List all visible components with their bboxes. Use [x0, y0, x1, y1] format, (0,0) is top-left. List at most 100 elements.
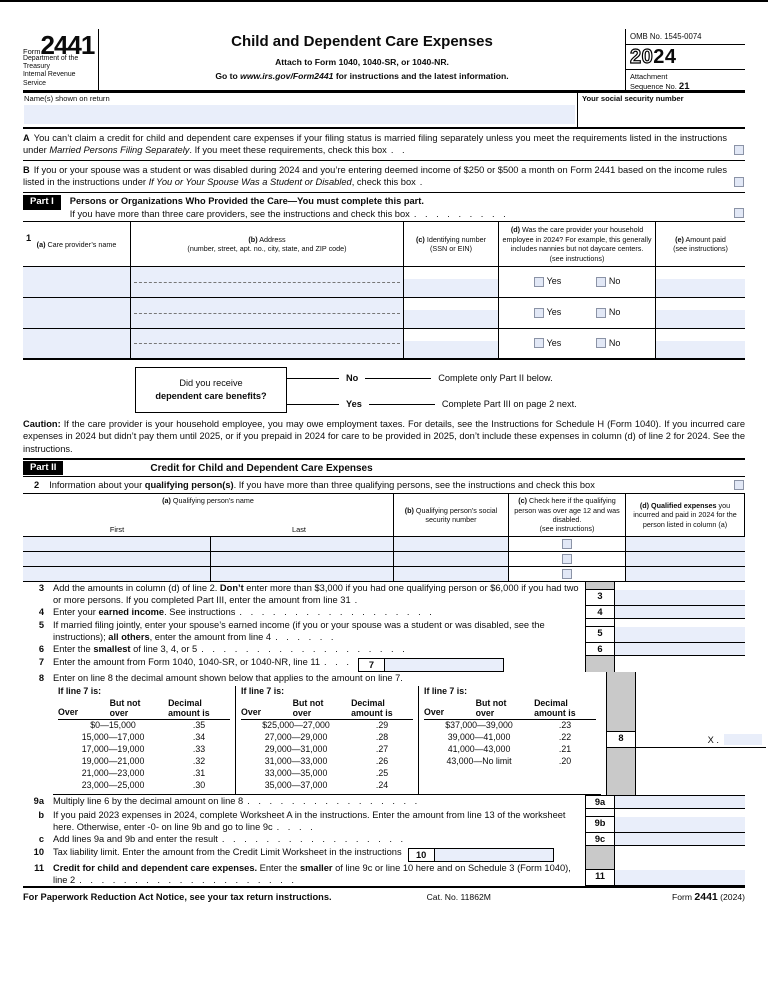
agency-name: Department of the Treasury Internal Reve… — [23, 54, 79, 87]
person-1-ssn-field[interactable] — [394, 536, 509, 552]
identity-row: Name(s) shown on return Your social secu… — [23, 93, 745, 129]
shaded-cell — [586, 846, 615, 863]
provider-2-name-field[interactable] — [23, 297, 131, 329]
person-2-ssn-field[interactable] — [394, 551, 509, 567]
person-2-last-name-field[interactable] — [211, 551, 394, 567]
person-1-first-name-field[interactable] — [23, 536, 211, 552]
line-7-amount-field[interactable] — [384, 659, 503, 672]
name-field[interactable] — [24, 104, 575, 124]
line-7: 7 Enter the amount from Form 1040, 1040-… — [23, 656, 745, 673]
provider-1-amount-field[interactable] — [656, 278, 745, 297]
line-10-amount-field[interactable] — [434, 849, 553, 862]
connector-line — [365, 378, 432, 380]
form-title-block: Child and Dependent Care Expenses Attach… — [99, 29, 625, 90]
person-1-last-name-field[interactable] — [211, 536, 394, 552]
line-8-decimal-field[interactable] — [724, 734, 762, 746]
line-6-amount-field[interactable] — [615, 643, 745, 657]
provider-1-address-field[interactable] — [131, 266, 404, 298]
provider-2-amount-field[interactable] — [656, 309, 745, 328]
part1-header: Part I Persons or Organizations Who Prov… — [23, 193, 745, 221]
provider-3-address-field[interactable] — [131, 328, 404, 360]
shaded-cell — [586, 656, 615, 673]
person-3-disabled-cell — [509, 566, 626, 582]
notice-a: A You can’t claim a credit for child and … — [23, 129, 745, 162]
paperwork-notice: For Paperwork Reduction Act Notice, see … — [23, 892, 332, 903]
provider-3-amount-field[interactable] — [656, 340, 745, 358]
col-qualifying-name: (a) Qualifying person’s name First Last — [23, 494, 394, 537]
goto-instruction: Go to www.irs.gov/Form2441 for instructi… — [215, 70, 509, 81]
provider-2-no-checkbox[interactable] — [595, 307, 606, 318]
line-4-box-label: 4 — [586, 606, 615, 620]
person-1-disabled-cell — [509, 536, 626, 552]
person-3-last-name-field[interactable] — [211, 566, 394, 582]
person-3-expenses-field[interactable] — [626, 566, 745, 582]
provider-1-yes-checkbox[interactable] — [533, 276, 544, 287]
provider-2-id-field[interactable] — [404, 309, 498, 328]
line-3-amount-field[interactable] — [615, 590, 745, 606]
line-4-amount-field[interactable] — [615, 606, 745, 620]
part1-heading: Persons or Organizations Who Provided th… — [69, 196, 424, 207]
shaded-cell — [607, 748, 636, 795]
form-id-block: Form 2441 Department of the Treasury Int… — [23, 29, 99, 90]
line-11-box-label: 11 — [586, 870, 615, 887]
line-8-decimal-cell: X . — [636, 732, 766, 749]
notice-b-checkbox[interactable] — [734, 177, 744, 188]
provider-3-yes-checkbox[interactable] — [533, 338, 544, 349]
provider-3-name-field[interactable] — [23, 328, 131, 360]
provider-3-id-cell — [404, 328, 499, 360]
page-footer: For Paperwork Reduction Act Notice, see … — [23, 886, 745, 905]
irs-url: www.irs.gov/Form2441 — [240, 70, 334, 81]
provider-3-no-checkbox[interactable] — [595, 338, 606, 349]
decimal-row: 31,000—33,000.26 — [264, 756, 389, 767]
provider-3-employee-cell: Yes No — [499, 328, 656, 360]
decimal-row: 35,000—37,000.24 — [264, 779, 389, 790]
decimal-row: 17,000—19,000.33 — [81, 744, 206, 755]
attach-instruction: Attach to Form 1040, 1040-SR, or 1040-NR… — [275, 56, 449, 67]
col-identifying-number: (c) Identifying number (SSN or EIN) — [404, 222, 499, 267]
person-3-ssn-field[interactable] — [394, 566, 509, 582]
line-9c-amount-field[interactable] — [615, 832, 745, 847]
notice-a-letter: A — [23, 133, 30, 143]
name-label: Name(s) shown on return — [24, 94, 110, 103]
provider-1-name-field[interactable] — [23, 266, 131, 298]
person-1-disabled-checkbox[interactable] — [562, 538, 572, 549]
decimal-row: 43,000—No limit .20 — [446, 756, 572, 767]
person-2-expenses-field[interactable] — [626, 551, 745, 567]
part1-more-providers-checkbox[interactable] — [734, 208, 744, 219]
notice-a-checkbox[interactable] — [734, 145, 744, 156]
line-11-amount-field[interactable] — [615, 870, 745, 887]
provider-1-id-field[interactable] — [404, 278, 498, 297]
line-9b-amount-field[interactable] — [615, 816, 745, 833]
person-3-first-name-field[interactable] — [23, 566, 211, 582]
line-8: 8 Enter on line 8 the decimal amount sho… — [23, 672, 766, 795]
provider-3-id-field[interactable] — [404, 340, 498, 358]
address-divider — [134, 312, 400, 314]
top-rule — [0, 0, 768, 2]
attachment-sequence: Attachment Sequence No. 21 — [630, 72, 690, 93]
notice-b: B If you or your spouse was a student or … — [23, 161, 745, 194]
line-11-number: 11 — [34, 863, 44, 874]
provider-1-no-checkbox[interactable] — [595, 276, 606, 287]
first-label: First — [109, 525, 125, 535]
decimal-row: 29,000—31,000.27 — [264, 744, 389, 755]
col-care-provider-name: 1 (a) Care provider’s name — [23, 222, 131, 267]
line-9b-number: b — [38, 809, 44, 820]
connector-line — [368, 404, 435, 406]
line-10: 10 Tax liability limit. Enter the amount… — [23, 846, 745, 863]
person-2-first-name-field[interactable] — [23, 551, 211, 567]
line-11: 11 Credit for child and dependent care e… — [23, 862, 745, 887]
line-9a-amount-field[interactable] — [615, 794, 745, 809]
ssn-block[interactable]: Your social security number — [577, 93, 745, 127]
provider-2-yes-checkbox[interactable] — [533, 307, 544, 318]
line-9a: 9a Multiply line 6 by the decimal amount… — [23, 794, 745, 809]
line-5-amount-field[interactable] — [615, 627, 745, 644]
more-qualifying-persons-checkbox[interactable] — [734, 480, 744, 491]
line-3-box-label: 3 — [586, 590, 615, 606]
person-1-expenses-field[interactable] — [626, 536, 745, 552]
line-2: 2 Information about your qualifying perso… — [23, 477, 745, 495]
part1-subheading: If you have more than three care provide… — [69, 209, 509, 220]
person-3-disabled-checkbox[interactable] — [562, 568, 572, 579]
provider-1-id-cell — [404, 266, 499, 298]
provider-2-address-field[interactable] — [131, 297, 404, 329]
person-2-disabled-checkbox[interactable] — [562, 553, 572, 564]
